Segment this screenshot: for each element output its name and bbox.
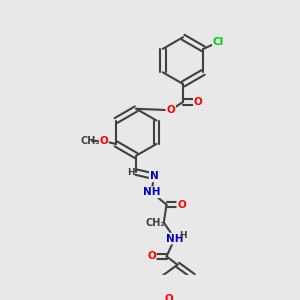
Text: O: O (194, 97, 203, 107)
Text: NH: NH (166, 234, 184, 244)
Text: CH₃: CH₃ (81, 136, 100, 146)
Text: NH: NH (142, 187, 160, 197)
Text: N: N (150, 171, 158, 181)
Text: H: H (127, 168, 134, 177)
Text: H: H (179, 231, 186, 240)
Text: CH₂: CH₂ (146, 218, 165, 228)
Text: O: O (147, 251, 156, 262)
Text: O: O (165, 294, 174, 300)
Text: O: O (99, 136, 108, 146)
Text: Cl: Cl (213, 37, 224, 47)
Text: O: O (177, 200, 186, 210)
Text: O: O (166, 105, 175, 115)
